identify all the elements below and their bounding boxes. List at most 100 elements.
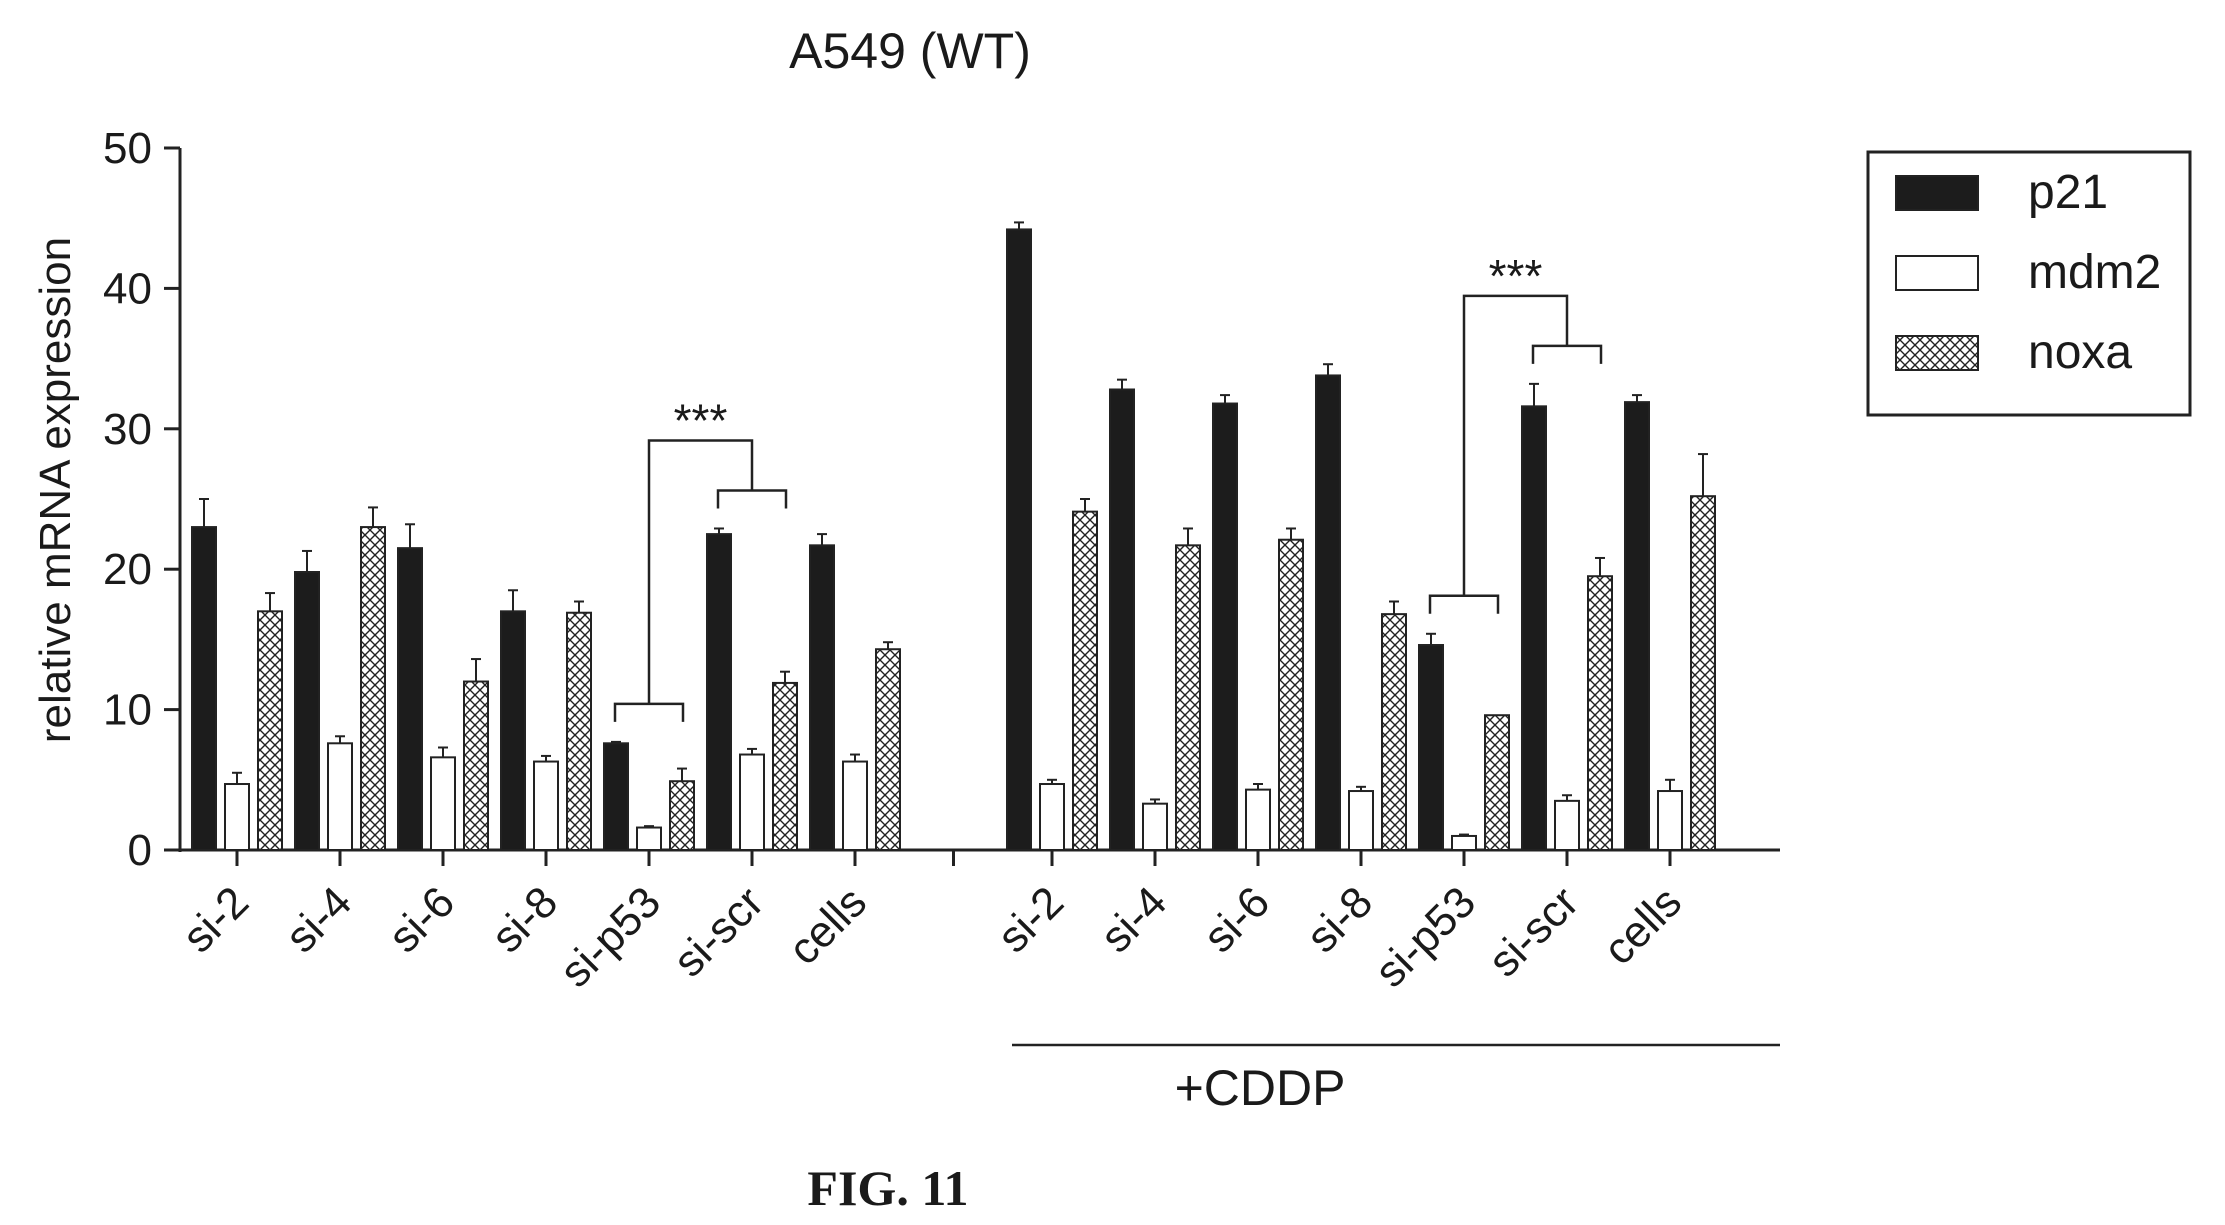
bar bbox=[1657, 790, 1683, 851]
y-tick-label: 20 bbox=[103, 545, 152, 594]
bar bbox=[1006, 228, 1032, 851]
bar bbox=[706, 533, 732, 851]
bar-mdm2-8 bbox=[1142, 798, 1168, 852]
bar-mdm2-11 bbox=[1451, 833, 1477, 852]
bar bbox=[327, 742, 353, 852]
bar-p21-8 bbox=[1109, 378, 1135, 851]
legend-swatch bbox=[1895, 175, 1979, 211]
bar-noxa-3 bbox=[566, 600, 592, 851]
treatment-group-label: +CDDP bbox=[1175, 1060, 1346, 1116]
bar-mdm2-9 bbox=[1245, 783, 1271, 851]
bar-p21-3 bbox=[500, 589, 526, 851]
bracket-left bbox=[1428, 594, 1500, 614]
bar-mdm2-7 bbox=[1039, 778, 1065, 852]
bar-noxa-1 bbox=[360, 506, 386, 852]
x-tick-label: si-4 bbox=[276, 877, 361, 962]
x-tick-label: si-2 bbox=[173, 877, 258, 962]
bar bbox=[636, 826, 662, 852]
x-tick-label: si-8 bbox=[1297, 877, 1382, 962]
bracket-top bbox=[647, 439, 754, 704]
bar-noxa-11 bbox=[1484, 714, 1510, 851]
significance-label: *** bbox=[1489, 250, 1543, 302]
chart-title: A549 (WT) bbox=[789, 23, 1031, 79]
bracket-top bbox=[1462, 294, 1569, 596]
legend-label: p21 bbox=[2028, 166, 2108, 219]
significance-bracket-1: *** bbox=[1428, 250, 1603, 614]
y-axis: 0 10 20 30 40 50 bbox=[103, 124, 182, 875]
y-tick-label: 10 bbox=[103, 686, 152, 735]
bar-p21-4 bbox=[603, 740, 629, 852]
bar-noxa-0 bbox=[257, 592, 283, 851]
bar-p21-2 bbox=[397, 523, 423, 851]
bar bbox=[842, 760, 868, 851]
bar bbox=[739, 753, 765, 852]
x-tick-label: cells bbox=[1594, 877, 1691, 974]
bar bbox=[500, 610, 526, 851]
y-tick-label: 30 bbox=[103, 405, 152, 454]
bar bbox=[1245, 788, 1271, 851]
legend-item-p21: p21 bbox=[1895, 166, 2108, 219]
x-tick-label: si-scr bbox=[664, 877, 773, 986]
bar bbox=[669, 780, 695, 851]
bar bbox=[294, 571, 320, 851]
bar bbox=[1690, 495, 1716, 851]
bar-mdm2-12 bbox=[1554, 794, 1580, 851]
legend-label: noxa bbox=[2028, 326, 2132, 379]
bar-p21-6 bbox=[809, 533, 835, 851]
bar-p21-1 bbox=[294, 549, 320, 851]
bar-p21-5 bbox=[706, 527, 732, 851]
x-tick-label: si-6 bbox=[1194, 877, 1279, 962]
bar-mdm2-0 bbox=[224, 771, 250, 852]
figure-label: FIG. 11 bbox=[807, 1160, 968, 1216]
bar bbox=[1381, 613, 1407, 851]
bar bbox=[772, 681, 798, 852]
bar-noxa-4 bbox=[669, 767, 695, 851]
bar-p21-13 bbox=[1624, 394, 1650, 851]
bar bbox=[1072, 510, 1098, 851]
bar bbox=[1142, 802, 1168, 852]
bar-p21-12 bbox=[1521, 382, 1547, 851]
significance-annotations: *** *** bbox=[613, 250, 1603, 722]
bar-p21-7 bbox=[1006, 221, 1032, 851]
bar-noxa-13 bbox=[1690, 453, 1716, 851]
bar bbox=[430, 756, 456, 851]
bar bbox=[463, 680, 489, 852]
bar bbox=[533, 760, 559, 851]
bar-noxa-12 bbox=[1587, 556, 1613, 851]
y-axis-label: relative mRNA expression bbox=[31, 237, 80, 743]
bar bbox=[1451, 834, 1477, 852]
bar-mdm2-10 bbox=[1348, 785, 1374, 851]
bracket-right bbox=[1531, 344, 1603, 364]
bar bbox=[1315, 374, 1341, 851]
bars bbox=[191, 221, 1716, 852]
y-tick-label: 0 bbox=[128, 826, 152, 875]
bar-mdm2-13 bbox=[1657, 778, 1683, 851]
bar bbox=[1348, 790, 1374, 851]
treatment-group: +CDDP bbox=[1012, 1043, 1780, 1116]
bar bbox=[1587, 575, 1613, 851]
x-tick-label: si-p53 bbox=[1366, 877, 1485, 996]
bar bbox=[257, 610, 283, 851]
x-tick-label: si-8 bbox=[482, 877, 567, 962]
bar-mdm2-6 bbox=[842, 753, 868, 851]
bar-mdm2-1 bbox=[327, 735, 353, 852]
x-tick-label: si-p53 bbox=[551, 877, 670, 996]
y-tick-label: 50 bbox=[103, 124, 152, 173]
bar bbox=[1554, 799, 1580, 851]
bar bbox=[224, 783, 250, 852]
bar bbox=[1278, 538, 1304, 851]
x-tick-label: cells bbox=[779, 877, 876, 974]
x-tick-label: si-scr bbox=[1479, 877, 1588, 986]
significance-bracket-0: *** bbox=[613, 394, 788, 722]
x-tick-label: si-6 bbox=[379, 877, 464, 962]
bar-noxa-6 bbox=[875, 641, 901, 852]
legend-swatch bbox=[1895, 255, 1979, 291]
bar bbox=[1484, 714, 1510, 851]
bar bbox=[397, 547, 423, 851]
bar bbox=[809, 544, 835, 851]
bar-mdm2-2 bbox=[430, 746, 456, 851]
bar-p21-10 bbox=[1315, 363, 1341, 851]
legend: p21 mdm2 noxa bbox=[1866, 150, 2192, 417]
bar bbox=[566, 611, 592, 851]
